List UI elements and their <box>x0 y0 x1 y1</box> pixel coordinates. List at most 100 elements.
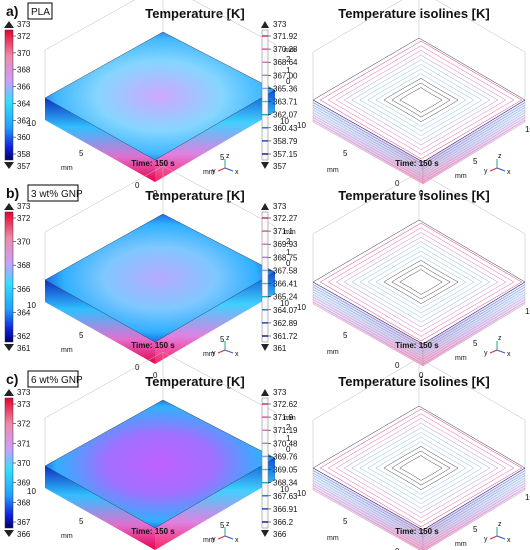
iso-colorbar-min-label: 366 <box>273 530 287 539</box>
isoline <box>391 82 451 118</box>
iso-colorbar-tick-label: 371.9 <box>273 413 294 422</box>
iso-colorbar-tick-label: 368.64 <box>273 58 298 67</box>
iso-side-line <box>312 475 526 538</box>
slab-top-face <box>44 399 276 529</box>
triad-y-axis <box>217 167 226 172</box>
isoline <box>375 255 467 309</box>
iso-colorbar-min-arrow-icon <box>261 162 269 169</box>
colorbar-tick-label: 372 <box>17 420 31 429</box>
triad-y-label: y <box>212 536 216 543</box>
iso-side-line <box>312 485 526 548</box>
iso-colorbar-tick-label: 372.62 <box>273 400 298 409</box>
z-tick-label: 0 <box>286 445 291 454</box>
slab-front-right-face <box>155 458 275 550</box>
y-axis-unit: mm <box>61 347 73 354</box>
iso-side-line <box>312 482 526 546</box>
iso-triad-x-label: x <box>507 351 511 358</box>
iso-colorbar-tick-label: 358.79 <box>273 137 298 146</box>
colorbar-min-label: 361 <box>17 344 31 353</box>
iso-colorbar-max-arrow-icon <box>261 21 269 28</box>
z-tick-label: 1 <box>286 434 291 443</box>
iso-y-tick-label: 0 <box>395 179 400 188</box>
iso-y-tick-label: 5 <box>343 331 348 340</box>
colorbar-tick-label: 364 <box>17 308 31 317</box>
iso-triad-x-axis <box>496 535 506 540</box>
material-label-box <box>27 184 79 202</box>
isoline <box>359 246 483 318</box>
isoline <box>327 227 515 337</box>
iso-side-line <box>312 470 526 533</box>
iso-colorbar-tick-label: 365.24 <box>273 293 298 302</box>
iso-colorbar-tick-label: 362.89 <box>273 319 298 328</box>
y-tick-label: 5 <box>79 331 84 340</box>
iso-x-tick-label: 5 <box>473 157 478 166</box>
isoline <box>343 236 499 328</box>
x-axis-unit: mm <box>203 169 215 176</box>
z-tick-label: 1 <box>286 66 291 75</box>
colorbar-tick-label: 366 <box>17 285 31 294</box>
isoline <box>351 427 491 509</box>
iso-triad-z-label: z <box>498 153 502 160</box>
colorbar-min-label: 357 <box>17 162 31 171</box>
iso-side-line <box>312 487 526 550</box>
colorbar-tick-label: 368 <box>17 261 31 270</box>
iso-colorbar-tick-label: 363.71 <box>273 98 298 107</box>
isoline <box>359 432 483 504</box>
iso-colorbar-tick-label: 367.58 <box>273 266 298 275</box>
iso-y-tick-label: 0 <box>395 547 400 550</box>
iso-colorbar-min-arrow-icon <box>261 530 269 537</box>
isolines-title: Temperature isolines [K] <box>338 188 489 203</box>
iso-x-tick-label: 10 <box>525 125 530 134</box>
iso-colorbar-max-label: 373 <box>273 20 287 29</box>
iso-x-tick-label: 5 <box>473 339 478 348</box>
isoline <box>399 269 443 295</box>
iso-colorbar-tick-label: 366.2 <box>273 518 294 527</box>
iso-triad-y-label: y <box>484 350 488 357</box>
z-axis-unit: mm <box>284 415 296 422</box>
iso-colorbar-tick-label: 364.07 <box>273 306 298 315</box>
colorbar-max-label: 373 <box>17 20 31 29</box>
temperature-title: Temperature [K] <box>145 374 244 389</box>
iso-side-line <box>312 104 526 168</box>
iso-colorbar-tick-label: 371.19 <box>273 426 298 435</box>
triad-z-label: z <box>226 153 230 160</box>
iso-colorbar-tick-label: 362.07 <box>273 111 298 120</box>
colorbar-max-arrow-icon <box>4 21 14 28</box>
y-axis-unit: mm <box>61 533 73 540</box>
triad-y-label: y <box>212 350 216 357</box>
iso-y-axis-unit: mm <box>327 167 339 174</box>
iso-colorbar-max-label: 373 <box>273 388 287 397</box>
isoline <box>343 54 499 146</box>
iso-side-line <box>312 102 526 165</box>
iso-colorbar-max-label: 373 <box>273 202 287 211</box>
iso-triad-y-label: y <box>484 536 488 543</box>
colorbar-min-arrow-icon <box>4 530 14 537</box>
slab-front-right-face <box>155 272 275 364</box>
colorbar-max-label: 373 <box>17 388 31 397</box>
colorbar-max-arrow-icon <box>4 389 14 396</box>
iso-colorbar-tick-label: 357.15 <box>273 150 298 159</box>
iso-colorbar-tick-label: 369.76 <box>273 452 298 461</box>
colorbar-max-arrow-icon <box>4 203 14 210</box>
iso-side-line <box>312 107 526 170</box>
triad-x-label: x <box>235 537 239 544</box>
panel-b: b) 3 wt% GNP Temperature [K] Temperature is… <box>4 165 530 380</box>
x-tick-label: 10 <box>280 117 289 126</box>
z-tick-label: 2 <box>286 423 291 432</box>
y-tick-label: 10 <box>27 119 36 128</box>
colorbar-min-arrow-icon <box>4 162 14 169</box>
colorbar-min-label: 366 <box>17 530 31 539</box>
triad-x-axis <box>224 535 234 540</box>
z-tick-label: 0 <box>286 259 291 268</box>
iso-triad-z-label: z <box>498 335 502 342</box>
colorbar-tick-label: 371 <box>17 439 31 448</box>
isoline <box>351 241 491 323</box>
colorbar-tick-label: 358 <box>17 150 31 159</box>
x-axis-unit: mm <box>203 537 215 544</box>
isoline <box>319 40 523 160</box>
iso-triad-y-axis <box>489 349 498 354</box>
iso-side-line <box>312 296 526 360</box>
iso-y-tick-label: 10 <box>297 489 306 498</box>
left-colorbar <box>4 211 14 343</box>
iso-side-line <box>312 284 526 347</box>
